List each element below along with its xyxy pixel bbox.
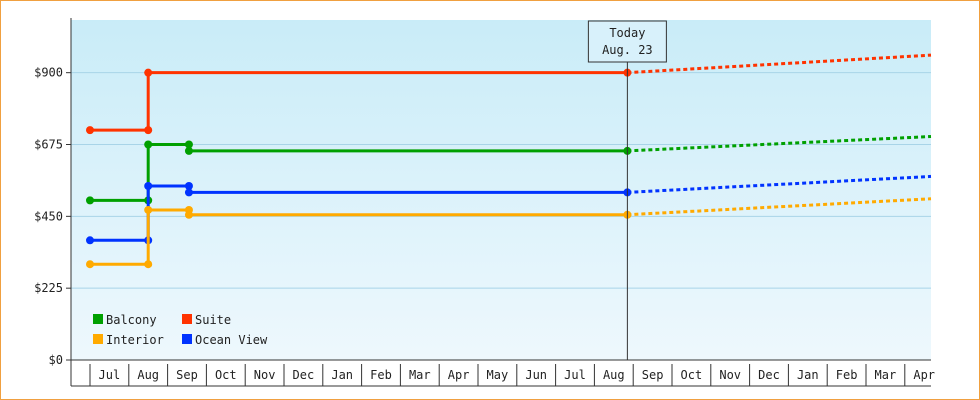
x-tick-label: Mar <box>875 368 897 382</box>
x-tick-label: Aug <box>603 368 625 382</box>
x-tick-label: Feb <box>370 368 392 382</box>
y-tick-label: $225 <box>34 281 63 295</box>
data-point <box>144 68 153 77</box>
today-date: Aug. 23 <box>602 43 653 57</box>
today-marker: Today Aug. 23 <box>587 20 667 360</box>
x-tick-label: Oct <box>215 368 237 382</box>
data-point <box>86 126 94 135</box>
y-tick-label: $900 <box>34 66 63 80</box>
legend: Balcony Suite Interior Ocean View <box>93 313 268 347</box>
series-line-balcony <box>90 143 628 202</box>
legend-swatch <box>93 334 103 344</box>
x-tick-label: Jan <box>331 368 353 382</box>
data-point <box>144 126 153 135</box>
x-tick-label: Jun <box>525 368 547 382</box>
data-point <box>86 236 94 245</box>
data-point <box>184 210 193 219</box>
data-point <box>144 260 153 269</box>
forecast-line-suite <box>627 53 932 75</box>
x-tick-label: Nov <box>254 368 276 382</box>
x-tick-label: Sep <box>642 368 664 382</box>
x-tick-label: Apr <box>913 368 935 382</box>
x-tick-label: Jan <box>797 368 819 382</box>
x-tick-label: Dec <box>758 368 780 382</box>
data-point <box>184 140 193 149</box>
forecast-line-balcony <box>627 135 932 153</box>
series-line-interior <box>90 208 628 266</box>
x-tick-label: Apr <box>448 368 470 382</box>
legend-label: Interior <box>106 333 164 347</box>
x-tick-label: Sep <box>176 368 198 382</box>
legend-swatch <box>182 334 192 344</box>
forecast-line-ocean-view <box>627 174 932 194</box>
today-label: Today <box>609 26 645 40</box>
legend-swatch <box>93 314 103 324</box>
data-point <box>184 182 193 191</box>
axes: $0 $225 $450 $675 $900 Jul Aug Sep Oct Nov Dec Jan F… <box>34 18 935 387</box>
legend-label: Balcony <box>106 313 157 327</box>
legend-label: Suite <box>195 313 231 327</box>
x-tick-label: Dec <box>293 368 315 382</box>
legend-label: Ocean View <box>195 333 268 347</box>
forecast-line-interior <box>627 197 932 217</box>
series-line-ocean-view <box>90 184 628 242</box>
data-point <box>144 182 153 191</box>
data-point <box>144 205 153 214</box>
x-tick-label: Oct <box>681 368 703 382</box>
x-tick-label: Jul <box>564 368 586 382</box>
today-box <box>587 20 667 63</box>
x-tick-label: Feb <box>836 368 858 382</box>
data-point <box>184 146 193 155</box>
legend-swatch <box>182 314 192 324</box>
y-tick-label: $0 <box>49 353 63 367</box>
data-point <box>86 196 94 205</box>
data-point <box>144 140 153 149</box>
series-layer <box>86 53 932 269</box>
plot-area <box>71 20 931 360</box>
x-tick-label: Nov <box>719 368 741 382</box>
series-line-suite <box>90 71 628 132</box>
x-tick-label: Mar <box>409 368 431 382</box>
x-tick-label: May <box>487 368 509 382</box>
y-tick-label: $675 <box>34 138 63 152</box>
y-tick-label: $450 <box>34 209 63 223</box>
x-tick-label: Jul <box>99 368 121 382</box>
x-tick-label: Aug <box>137 368 159 382</box>
data-point <box>86 260 94 269</box>
data-point <box>184 188 193 197</box>
